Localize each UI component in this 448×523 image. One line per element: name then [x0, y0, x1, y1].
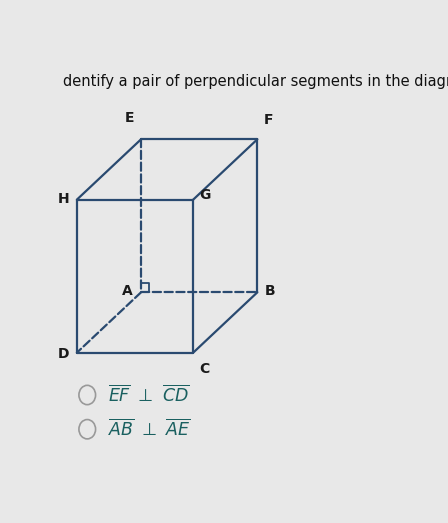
Text: $\overline{AB}\ \bot\ \overline{AE}$: $\overline{AB}\ \bot\ \overline{AE}$ [108, 418, 191, 440]
Text: G: G [199, 188, 211, 202]
Text: E: E [125, 111, 134, 125]
Text: B: B [264, 285, 275, 299]
Text: C: C [199, 361, 210, 376]
Text: F: F [263, 113, 273, 127]
Text: D: D [58, 347, 69, 360]
Text: A: A [122, 285, 133, 299]
Text: H: H [58, 192, 69, 206]
Text: dentify a pair of perpendicular segments in the diagram.: dentify a pair of perpendicular segments… [63, 74, 448, 89]
Text: $\overline{EF}\ \bot\ \overline{CD}$: $\overline{EF}\ \bot\ \overline{CD}$ [108, 384, 190, 406]
